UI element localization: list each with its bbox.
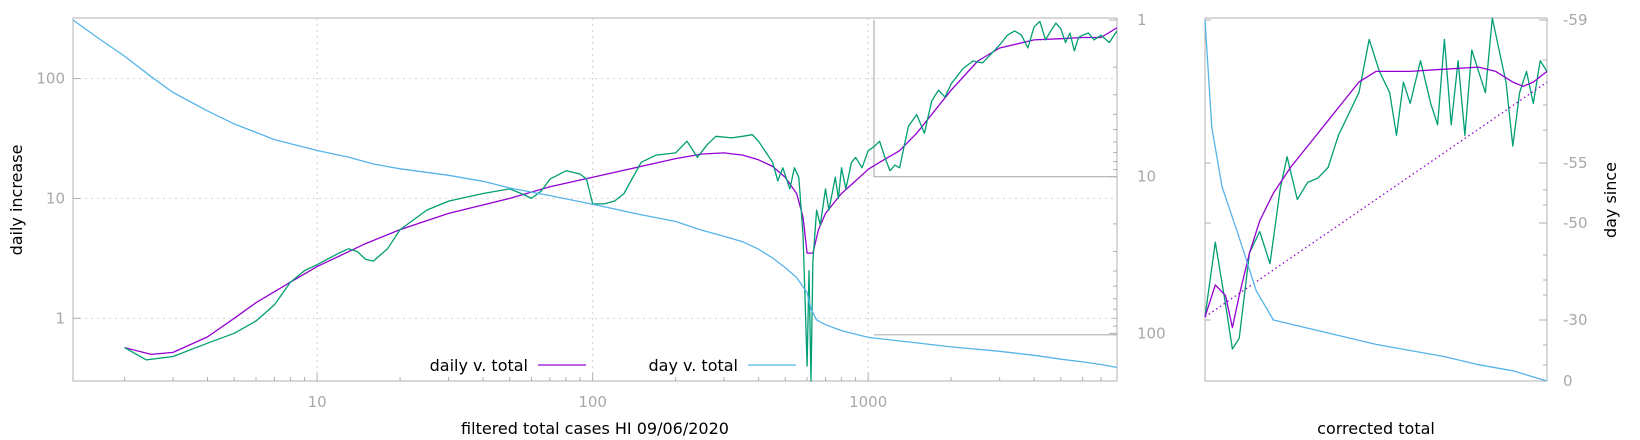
right-series-3: [1204, 19, 1548, 382]
right-y2-tick-label: -59: [1563, 11, 1588, 29]
right-y2-tick-label: -55: [1563, 154, 1588, 172]
right-y2-tick-label: -30: [1563, 311, 1588, 329]
right-y2-tick-label: -50: [1563, 214, 1588, 232]
legend-label-daily-v-total: daily v. total: [430, 356, 528, 375]
right-plot-frame: [1204, 17, 1548, 382]
right-panel: -59 -55 -50 -30 0 day since corrected total: [1204, 11, 1620, 438]
main-y-axis-label: daily increase: [7, 145, 26, 256]
y2-tick-label: 1: [1137, 11, 1147, 29]
series-day-v-total: [72, 19, 1118, 369]
right-y2-tick-label: 0: [1563, 372, 1573, 390]
right-series-1: [1204, 66, 1548, 329]
right-series-group: [1204, 17, 1548, 382]
x-tick-label: 100: [578, 393, 607, 411]
y-tick-label: 1: [55, 309, 65, 327]
main-panel: 10 100 1000 1 10 100 1 10 100 daily v. total day…: [7, 11, 1166, 438]
right-axis-ticks: -59 -55 -50 -30 0: [1205, 11, 1588, 390]
legend-label-day-v-total: day v. total: [649, 356, 739, 375]
y2-tick-label: 10: [1137, 168, 1156, 186]
y2-tick-label: 100: [1137, 324, 1166, 342]
right-series-0: [1204, 17, 1548, 350]
legend: daily v. total day v. total: [430, 356, 796, 375]
series-1: [124, 20, 1118, 382]
right-y2-axis-label: day since: [1601, 162, 1620, 238]
main-grid: [73, 18, 1117, 381]
right-x-axis-label: corrected total: [1317, 419, 1435, 438]
right-series-2: [1204, 81, 1548, 318]
y-tick-label: 10: [46, 189, 65, 207]
x-tick-label: 10: [308, 393, 327, 411]
main-x-axis-label: filtered total cases HI 09/06/2020: [461, 419, 729, 438]
main-plot-frame: [72, 17, 1118, 382]
main-reference-lines: [873, 20, 1117, 336]
main-series-group: [72, 19, 1118, 382]
main-axis-ticks: 10 100 1000 1 10 100 1 10 100: [36, 11, 1165, 411]
y-tick-label: 100: [36, 70, 65, 88]
reference-line: [873, 20, 1117, 178]
x-tick-label: 1000: [849, 393, 887, 411]
series-daily-v-total: [124, 27, 1118, 356]
